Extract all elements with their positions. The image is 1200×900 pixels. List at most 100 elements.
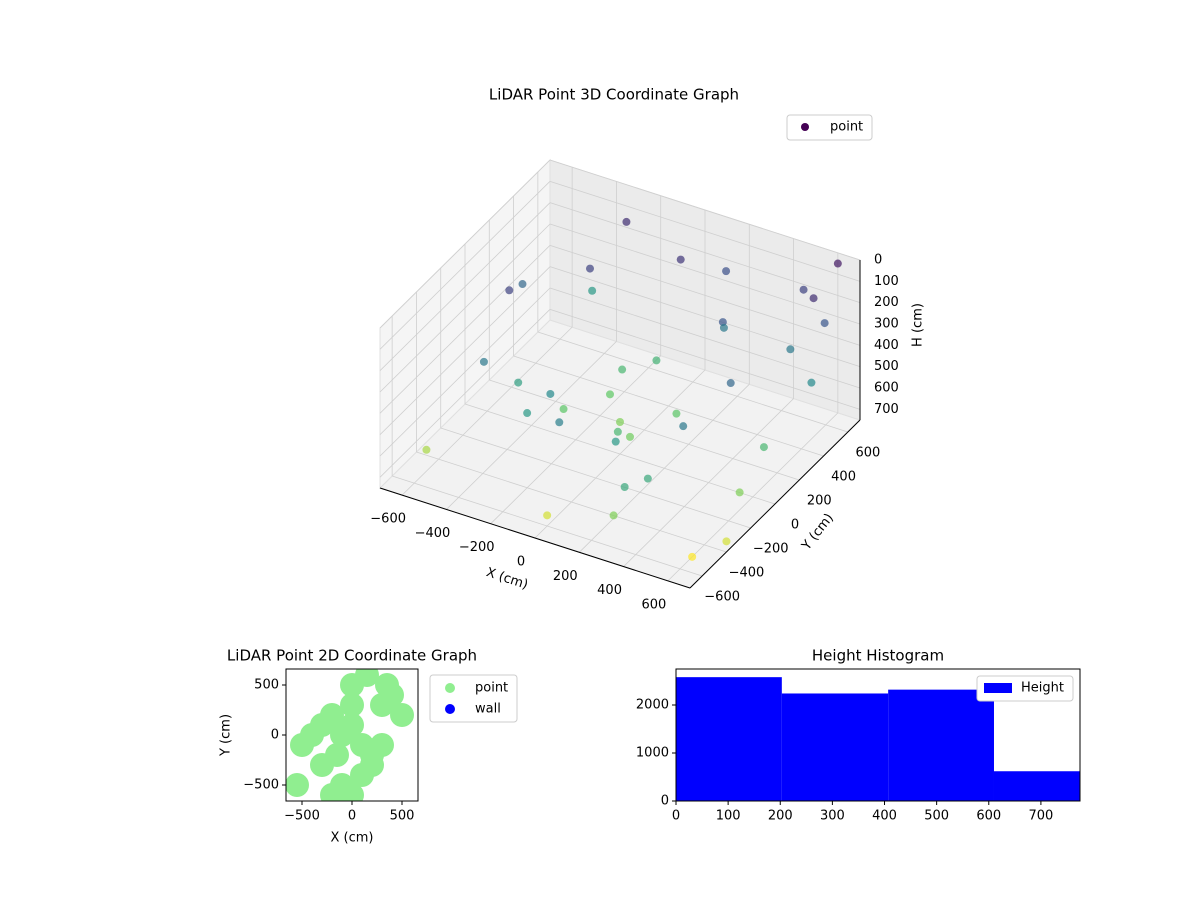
point xyxy=(722,267,731,276)
point xyxy=(588,286,597,295)
point xyxy=(833,259,842,268)
point xyxy=(799,285,808,294)
grid-line xyxy=(464,403,776,505)
point xyxy=(618,365,627,374)
grid-line xyxy=(379,266,551,435)
point xyxy=(505,286,514,295)
legend-label: point xyxy=(830,120,863,135)
point xyxy=(286,773,309,797)
point xyxy=(676,255,685,264)
x-tick-label: 400 xyxy=(597,583,622,598)
plot-3d xyxy=(379,158,861,589)
x-tick-label: 200 xyxy=(768,809,793,824)
y-tick-label: 1000 xyxy=(636,746,669,761)
legend-label: Height xyxy=(1021,681,1064,696)
grid-line xyxy=(549,308,861,410)
point xyxy=(370,733,394,757)
point xyxy=(375,673,399,697)
legend-marker xyxy=(445,704,455,714)
grid-line xyxy=(549,244,861,346)
bar xyxy=(993,771,1080,801)
point xyxy=(555,418,564,427)
y-tick-label: 500 xyxy=(254,678,279,693)
x-tick-label: 300 xyxy=(820,809,845,824)
point xyxy=(340,693,364,717)
point xyxy=(786,345,795,354)
legend xyxy=(976,675,1074,702)
point xyxy=(719,323,728,332)
grid-line xyxy=(379,245,551,414)
grid-line xyxy=(379,181,551,350)
y-tick-label: 0 xyxy=(661,794,669,809)
grid-line xyxy=(379,159,551,329)
z-tick-label: 100 xyxy=(874,274,899,289)
legend-marker xyxy=(801,123,809,131)
z-axis-label: H (cm) xyxy=(911,303,926,347)
point xyxy=(820,319,829,328)
points xyxy=(422,217,842,561)
y-tick-label: −200 xyxy=(753,542,789,557)
bar xyxy=(888,689,994,801)
z-tick-label: 200 xyxy=(874,295,899,310)
x-axis-label: X (cm) xyxy=(331,831,374,846)
point xyxy=(652,356,661,365)
point xyxy=(735,488,744,497)
y-tick-label: 2000 xyxy=(636,698,669,713)
point xyxy=(722,537,731,546)
x-tick-label: 500 xyxy=(390,809,415,824)
grid-line xyxy=(549,159,861,261)
point xyxy=(586,264,594,273)
legend-marker xyxy=(984,683,1012,693)
y-tick-label: 0 xyxy=(791,518,799,533)
point xyxy=(759,443,768,452)
y-axis-label: Y (cm) xyxy=(799,511,837,554)
axes-frame xyxy=(675,668,1081,802)
point xyxy=(609,511,618,520)
x-tick-label: 200 xyxy=(553,569,578,584)
chart-title: LiDAR Point 3D Coordinate Graph xyxy=(489,86,739,104)
point xyxy=(672,409,681,418)
y-tick-label: 0 xyxy=(271,728,279,743)
x-tick-label: −600 xyxy=(370,512,406,527)
z-tick-label: 400 xyxy=(874,338,899,353)
grid-line xyxy=(513,355,824,457)
legend-marker xyxy=(445,683,455,693)
z-tick-label: 0 xyxy=(874,253,882,268)
y-tick-label: −500 xyxy=(243,778,279,793)
grid-line xyxy=(549,202,861,304)
x-tick-label: 400 xyxy=(872,809,897,824)
grid-line xyxy=(549,266,861,368)
grid-line xyxy=(379,223,551,393)
grid-line xyxy=(549,287,861,389)
point xyxy=(325,743,349,767)
legend-label: point xyxy=(475,681,508,696)
y-tick-label: −600 xyxy=(704,590,740,605)
point xyxy=(360,753,384,777)
x-tick-label: 0 xyxy=(672,809,680,824)
point xyxy=(340,713,364,737)
y-tick-label: 200 xyxy=(807,494,832,509)
chart-title: LiDAR Point 2D Coordinate Graph xyxy=(227,647,477,665)
point xyxy=(809,294,818,303)
y-tick-label: 600 xyxy=(855,446,880,461)
x-tick-label: 0 xyxy=(517,555,525,570)
grid-line xyxy=(392,475,703,577)
z-tick-label: 300 xyxy=(874,317,899,332)
point xyxy=(807,378,816,387)
point xyxy=(626,432,634,441)
point xyxy=(620,483,629,491)
y-axis-label: Y (cm) xyxy=(219,714,234,757)
grid-line xyxy=(440,427,751,529)
x-tick-label: −200 xyxy=(459,540,495,555)
point xyxy=(523,409,532,418)
point xyxy=(546,389,555,398)
chart-title: Height Histogram xyxy=(812,647,944,665)
grid-line xyxy=(537,331,848,433)
legend xyxy=(786,114,873,141)
x-tick-label: 0 xyxy=(348,809,356,824)
point xyxy=(679,422,688,431)
point xyxy=(518,280,527,289)
point xyxy=(422,445,431,454)
x-tick-label: 600 xyxy=(641,597,666,612)
x-tick-label: 500 xyxy=(924,809,949,824)
